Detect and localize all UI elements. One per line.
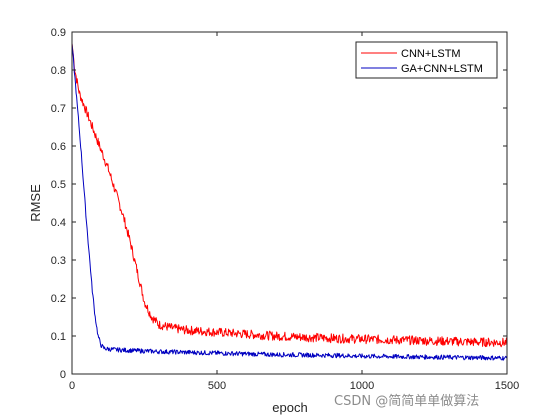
legend: CNN+LSTM GA+CNN+LSTM: [355, 41, 498, 79]
x-tick-label: 0: [69, 380, 75, 392]
y-tick-label: 0.6: [51, 141, 66, 153]
series-layer: [71, 43, 508, 361]
x-tick-label: 1500: [495, 380, 519, 392]
y-tick-label: 0.3: [51, 255, 66, 267]
y-tick-label: 0: [60, 369, 66, 381]
x-axis-label: epoch: [272, 400, 307, 415]
y-axis-ticks: 0 0.1 0.2 0.3 0.4 0.5 0.6 0.7 0.8 0.9: [51, 27, 507, 381]
y-tick-label: 0.1: [51, 331, 66, 343]
x-tick-label: 500: [208, 380, 226, 392]
y-axis-label: RMSE: [28, 184, 43, 222]
y-tick-label: 0.9: [51, 27, 66, 39]
plot-area-frame: [71, 31, 508, 375]
legend-box: [355, 41, 498, 79]
y-tick-label: 0.2: [51, 293, 66, 305]
y-tick-label: 0.7: [51, 103, 66, 115]
legend-label-cnn-lstm: CNN+LSTM: [401, 48, 461, 60]
series-line-cnn-lstm: [71, 43, 508, 348]
y-tick-label: 0.4: [51, 217, 66, 229]
y-tick-label: 0.8: [51, 65, 66, 77]
watermark: CSDN @简简单单做算法: [334, 393, 479, 409]
legend-label-ga-cnn-lstm: GA+CNN+LSTM: [401, 63, 483, 75]
x-tick-label: 1000: [350, 380, 374, 392]
series-line-ga-cnn-lstm: [71, 43, 507, 361]
y-tick-label: 0.5: [51, 179, 66, 191]
x-axis-ticks: 0 500 1000 1500: [69, 32, 519, 392]
